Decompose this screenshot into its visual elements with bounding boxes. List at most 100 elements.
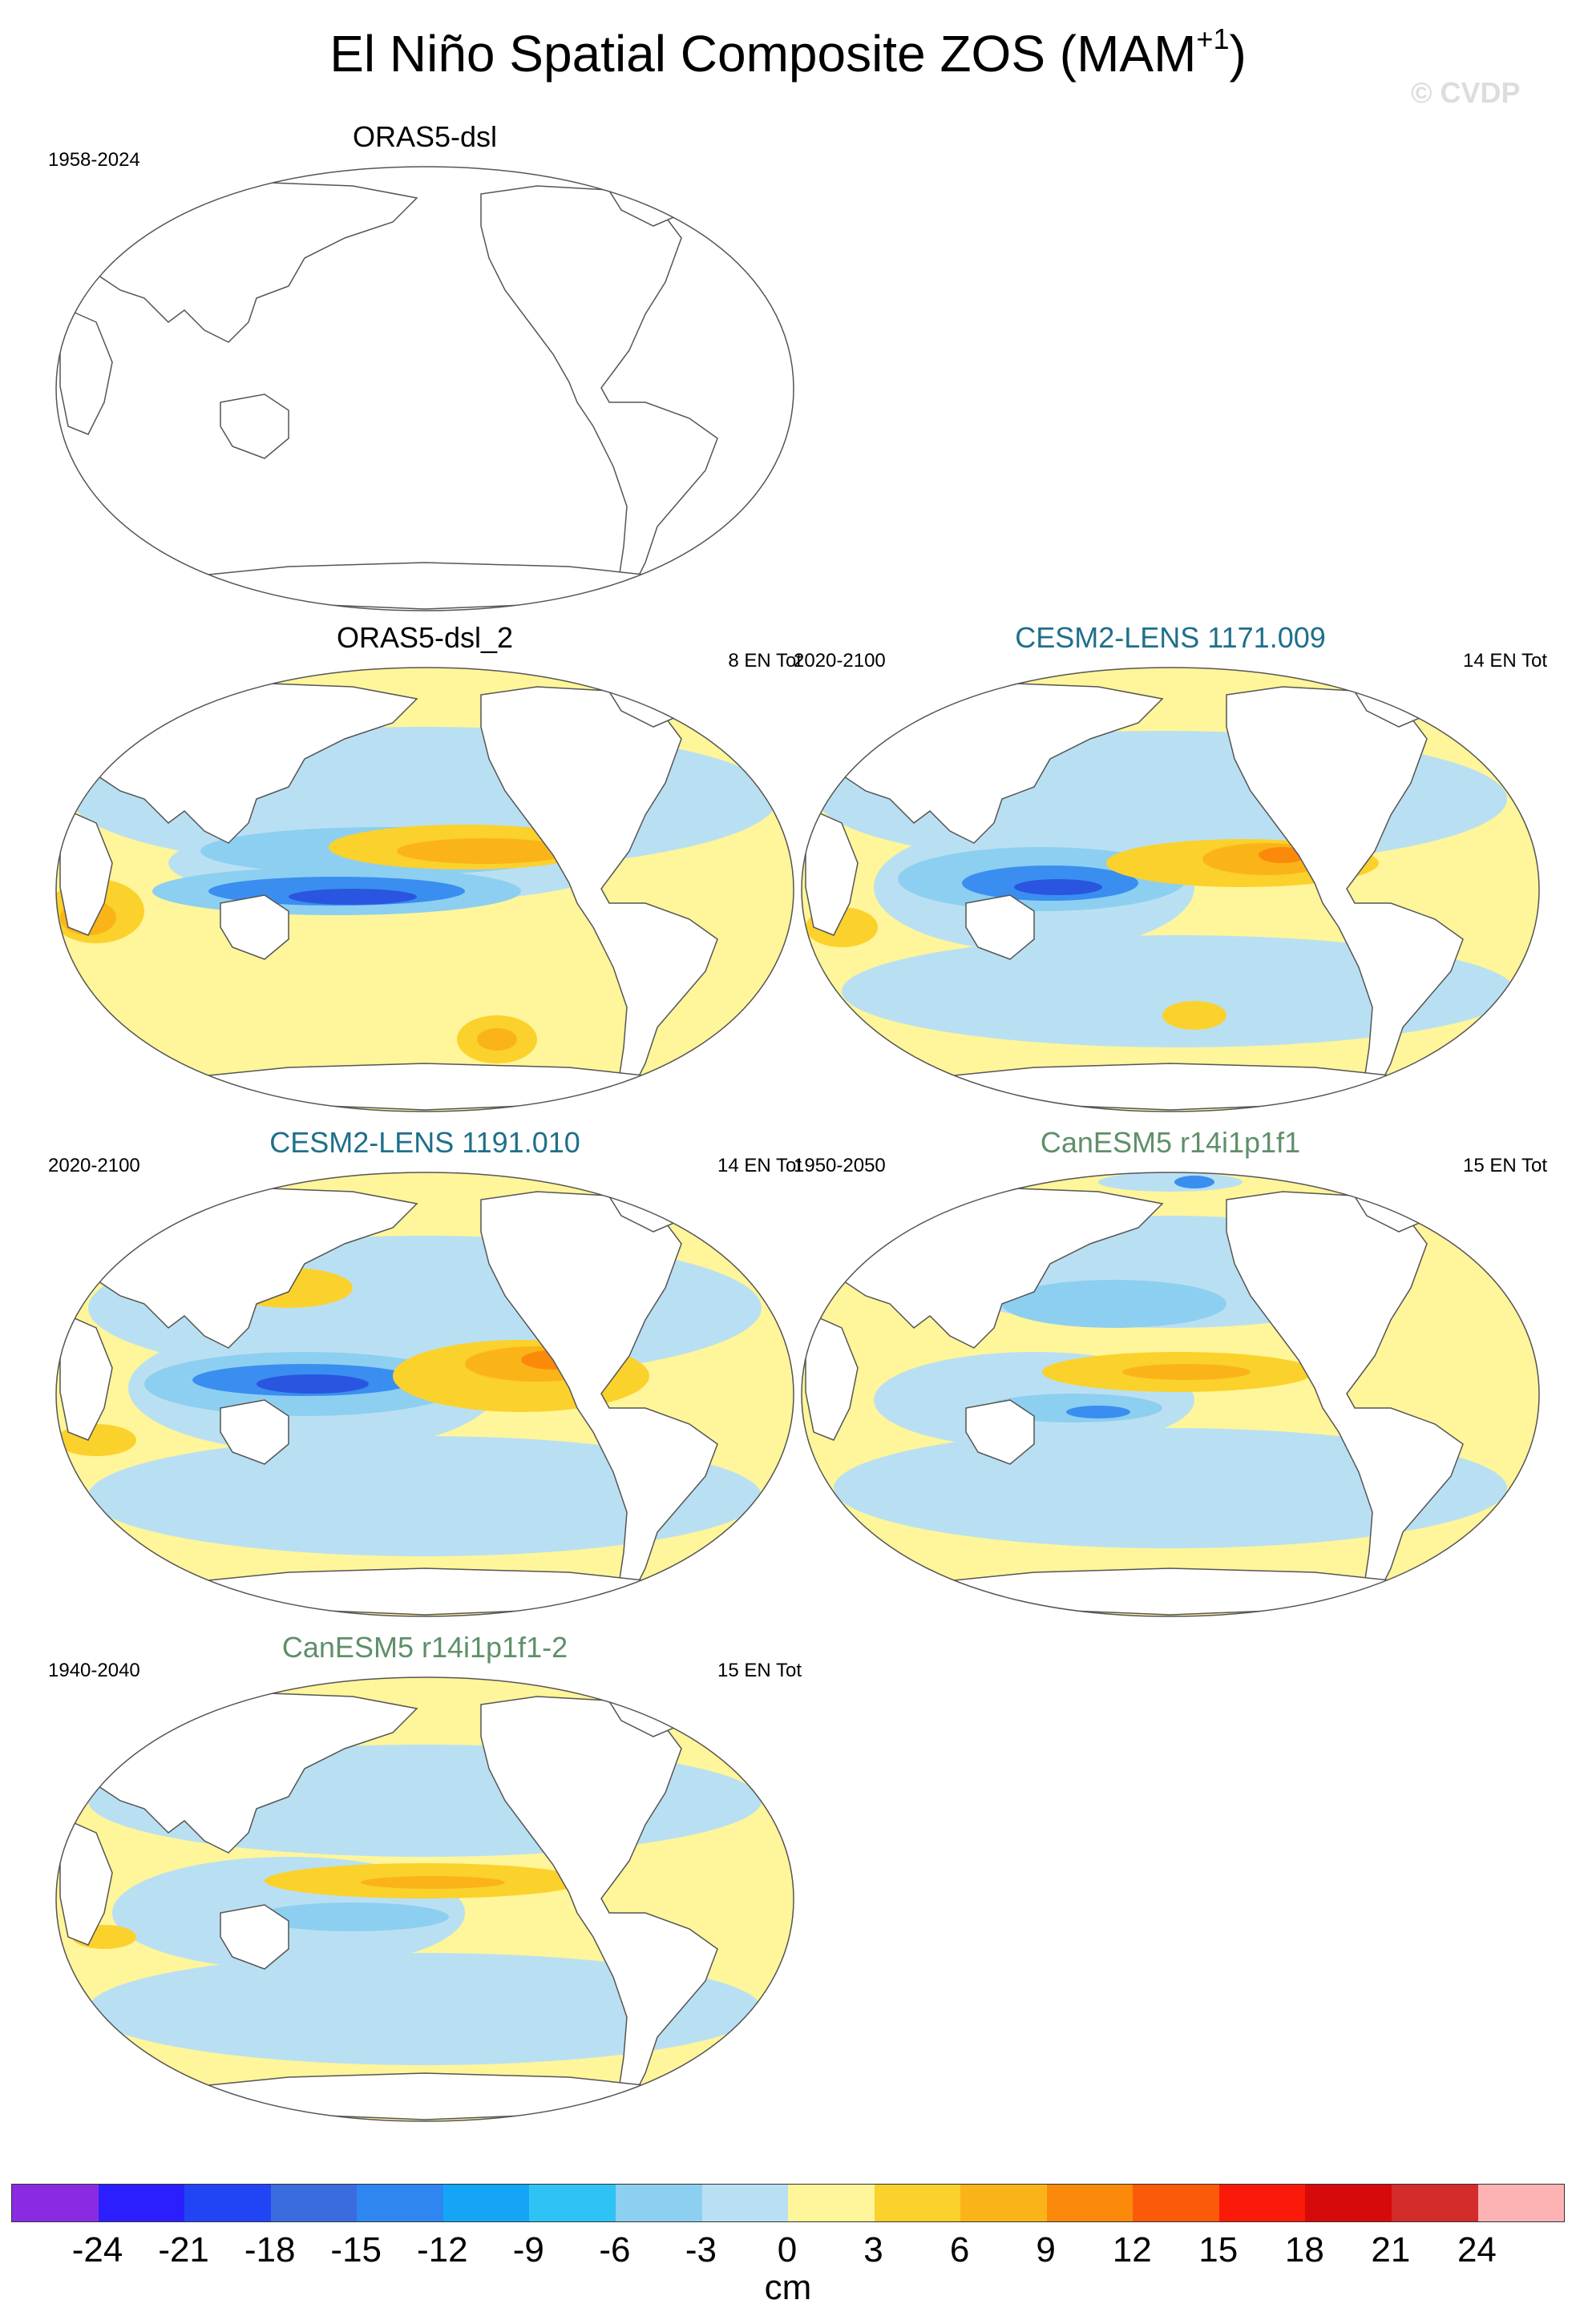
ocean-field (802, 668, 1539, 1112)
colorbar-tick-label: 24 (1457, 2230, 1497, 2270)
land-australia (220, 393, 289, 459)
panel-period: 1958-2024 (48, 149, 140, 171)
colorbar-swatch (788, 2185, 875, 2221)
anomaly-region (1002, 1280, 1226, 1328)
panel-event-count: 15 EN Tot (717, 1660, 802, 1681)
panel-period: 2020-2100 (48, 1155, 140, 1176)
figure-title-close: ) (1229, 25, 1247, 83)
colorbar-tick-label: -21 (158, 2230, 209, 2270)
panel-title: ORAS5-dsl_2 (336, 621, 514, 654)
land-australia (220, 1904, 289, 1970)
colorbar-swatch (1392, 2185, 1478, 2221)
colorbar-tick-label: -15 (330, 2230, 382, 2270)
colorbar-tick-label: -9 (512, 2230, 544, 2270)
ocean-field (802, 1172, 1539, 1616)
colorbar-ticks: -24 -21 -18 -15 -12 -9 -6 -3 0 3 6 9 12 15 18 21 24 (0, 2230, 1576, 2278)
colorbar-swatch (1305, 2185, 1392, 2221)
ocean-field (56, 1677, 794, 2121)
world-map (55, 166, 794, 611)
panel-period: 2020-2100 (794, 650, 886, 672)
colorbar-tick-label: -6 (599, 2230, 631, 2270)
map-boundary (55, 667, 794, 1112)
anomaly-region (88, 1953, 762, 2065)
anomaly-region (1014, 879, 1102, 895)
colorbar-tick-label: 0 (777, 2230, 798, 2270)
colorbar-tick-label: 9 (1036, 2230, 1056, 2270)
panel-title: CanESM5 r14i1p1f1-2 (281, 1631, 568, 1664)
anomaly-region (88, 1436, 762, 1556)
map-panel-oras5-dsl: ORAS5-dsl 1958-2024 (48, 120, 802, 617)
cvdp-watermark: © CVDP (1411, 76, 1521, 109)
panel-event-count: 14 EN Tot (1463, 650, 1547, 672)
panel-title: CESM2-LENS 1171.009 (1015, 621, 1326, 654)
figure-title-main: El Niño Spatial Composite ZOS (MAM (329, 25, 1197, 83)
colorbar-swatch (1477, 2185, 1565, 2221)
land-americas (1226, 686, 1464, 1089)
anomaly-region (257, 1374, 369, 1394)
world-map (801, 667, 1540, 1112)
panel-event-count: 15 EN Tot (1463, 1155, 1547, 1176)
colorbar-swatch (960, 2185, 1047, 2221)
figure-title: El Niño Spatial Composite ZOS (MAM+1) (0, 22, 1576, 83)
ocean-field (56, 1172, 794, 1616)
colorbar-swatch (442, 2185, 530, 2221)
panel-title: CanESM5 r14i1p1f1 (1040, 1126, 1301, 1159)
map-panel-canesm5-r14i1p1f1: CanESM5 r14i1p1f1 1950-2050 15 EN Tot (794, 1126, 1547, 1623)
anomaly-region (257, 1902, 449, 1931)
colorbar-tick-label: -12 (416, 2230, 468, 2270)
colorbar-tick-label: -18 (244, 2230, 296, 2270)
map-boundary (801, 667, 1540, 1112)
world-map (55, 667, 794, 1112)
land-australia (220, 894, 289, 960)
land-africa (59, 805, 113, 936)
land-americas (480, 1696, 718, 2099)
land-americas (480, 1191, 718, 1594)
world-map (801, 1172, 1540, 1617)
land-australia (965, 894, 1035, 960)
land-americas (1226, 1191, 1464, 1594)
map-boundary (55, 1676, 794, 2122)
colorbar-tick-label: 3 (863, 2230, 883, 2270)
colorbar-swatch (874, 2185, 961, 2221)
panel-title: CESM2-LENS 1191.010 (269, 1126, 580, 1159)
land-americas (480, 686, 718, 1089)
anomaly-region (842, 935, 1515, 1047)
map-panel-cesm2-lens-1171-009: CESM2-LENS 1171.009 2020-2100 14 EN Tot (794, 621, 1547, 1118)
colorbar-swatch (1133, 2185, 1219, 2221)
colorbar-swatch (98, 2185, 185, 2221)
panel-event-count: 8 EN Tot (728, 650, 802, 672)
land-africa (59, 305, 113, 435)
panel-period: 1950-2050 (794, 1155, 886, 1176)
land-africa (805, 1310, 859, 1441)
colorbar-swatch (701, 2185, 789, 2221)
map-panel-oras5-dsl-2: ORAS5-dsl_2 8 EN Tot (48, 621, 802, 1118)
ocean-field (56, 167, 794, 611)
land-africa (805, 805, 859, 936)
anomaly-region (1122, 1364, 1251, 1380)
colorbar-tick-label: 15 (1198, 2230, 1239, 2270)
figure-title-superscript: +1 (1196, 22, 1230, 55)
panel-title: ORAS5-dsl (352, 120, 498, 153)
map-boundary (55, 166, 794, 611)
colorbar-tick-label: 21 (1371, 2230, 1411, 2270)
land-africa (59, 1310, 113, 1441)
colorbar-swatch (615, 2185, 702, 2221)
land-australia (965, 1399, 1035, 1465)
colorbar-tick-label: 12 (1112, 2230, 1152, 2270)
colorbar-swatch (1046, 2185, 1134, 2221)
colorbar-swatch (529, 2185, 616, 2221)
panel-period: 1940-2040 (48, 1660, 140, 1681)
colorbar-tick-label: -3 (685, 2230, 717, 2270)
anomaly-region (1066, 1406, 1130, 1418)
colorbar-units: cm (764, 2268, 812, 2307)
land-americas (480, 185, 718, 588)
colorbar-tick-label: 18 (1284, 2230, 1324, 2270)
anomaly-region (477, 1028, 517, 1051)
land-australia (220, 1399, 289, 1465)
map-boundary (55, 1172, 794, 1617)
colorbar-swatch (12, 2185, 99, 2221)
world-map (55, 1676, 794, 2122)
anomaly-region (1174, 1176, 1214, 1188)
anomaly-region (1259, 847, 1307, 863)
panel-event-count: 14 EN Tot (717, 1155, 802, 1176)
